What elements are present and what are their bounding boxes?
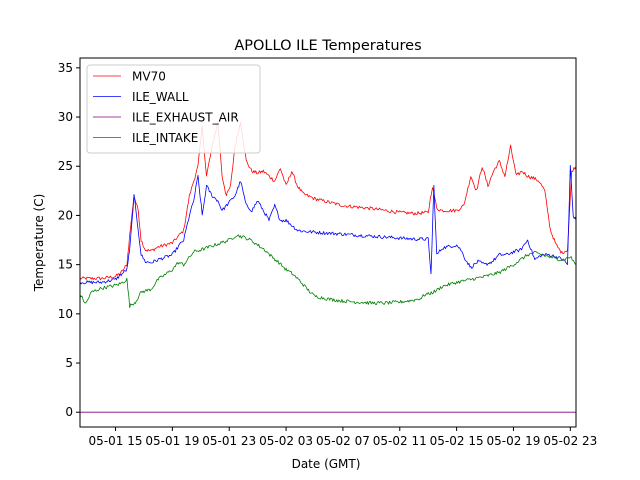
legend-label: ILE_WALL [132, 90, 189, 104]
y-tick-label: 15 [58, 258, 73, 272]
legend-label: ILE_EXHAUST_AIR [132, 111, 239, 125]
x-tick-label: 05-02 15 [430, 434, 484, 448]
x-axis-label: Date (GMT) [292, 457, 361, 471]
y-tick-label: 35 [58, 61, 73, 75]
series-line-mv70 [79, 121, 577, 281]
y-axis: 0 5 10 15 20 25 30 35 [58, 61, 80, 419]
y-tick-label: 20 [58, 208, 73, 222]
legend-label: ILE_INTAKE [132, 131, 198, 145]
series-line-ile-intake [79, 234, 577, 309]
x-tick-label: 05-01 19 [145, 434, 199, 448]
x-tick-label: 05-02 11 [373, 434, 427, 448]
y-tick-label: 0 [65, 405, 73, 419]
x-tick-label: 05-02 23 [543, 434, 597, 448]
x-axis: 05-01 15 05-01 19 05-01 23 05-02 03 05-02 07… [89, 427, 597, 448]
y-tick-label: 10 [58, 307, 73, 321]
chart-title: APOLLO ILE Temperatures [234, 38, 421, 54]
x-tick-label: 05-01 15 [89, 434, 143, 448]
legend-box [86, 64, 261, 154]
x-tick-label: 05-01 23 [202, 434, 256, 448]
y-axis-label: Temperature (C) [32, 194, 46, 293]
series-line-ile-wall [79, 164, 577, 285]
legend-label: MV70 [132, 70, 166, 84]
x-tick-label: 05-02 03 [259, 434, 313, 448]
x-tick-label: 05-02 19 [486, 434, 540, 448]
y-tick-label: 5 [65, 356, 73, 370]
legend: MV70 ILE_WALL ILE_EXHAUST_AIR ILE_INTAKE [86, 64, 261, 154]
y-tick-label: 30 [58, 110, 73, 124]
x-tick-label: 05-02 07 [316, 434, 370, 448]
y-tick-label: 25 [58, 159, 73, 173]
series-layer [79, 121, 577, 413]
plot-frame [79, 57, 577, 428]
